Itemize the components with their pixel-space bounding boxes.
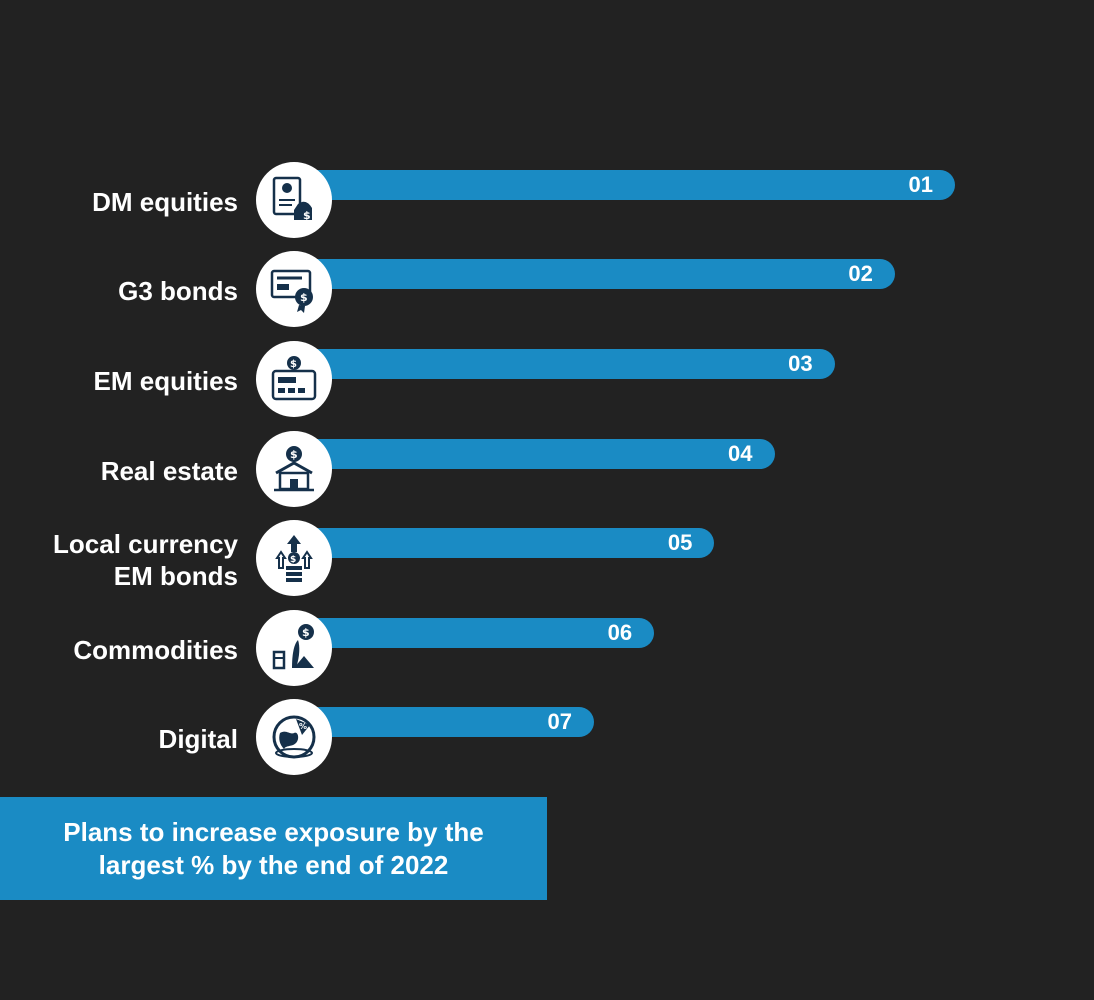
category-label: Digital <box>158 724 238 754</box>
category-label: DM equities <box>92 187 238 217</box>
rank-label: 02 <box>848 261 873 286</box>
bar-row: Real estate 04 $ <box>0 431 1094 511</box>
category-label: G3 bonds <box>118 276 238 306</box>
category-label: EM equities <box>93 366 238 396</box>
bar: 05 <box>300 528 715 558</box>
category-label: Commodities <box>73 635 238 665</box>
commodities-icon: $ <box>256 610 332 686</box>
bar: 07 <box>300 707 594 737</box>
rank-label: 07 <box>547 709 572 734</box>
svg-text:$: $ <box>290 448 298 461</box>
bar-row: DM equities 01 $ <box>0 162 1094 242</box>
bar-row: EM equities 03 $ <box>0 341 1094 421</box>
rank-label: 06 <box>607 620 633 645</box>
rank-label: 03 <box>788 351 813 376</box>
currency-growth-icon: $ <box>256 520 332 596</box>
equity-card-icon: $ <box>256 341 332 417</box>
bar-row: Commodities 06 $ <box>0 610 1094 690</box>
bar: 06 <box>300 618 655 648</box>
bar-row: Local currency EM bonds 05 $ <box>0 520 1094 600</box>
bar: 02 <box>300 259 895 289</box>
svg-text:$: $ <box>302 626 310 639</box>
rank-label: 05 <box>667 530 693 555</box>
bar: 03 <box>300 349 835 379</box>
category-label: Real estate <box>100 456 238 486</box>
svg-text:$: $ <box>290 555 296 565</box>
caption-box: Plans to increase exposure by the larges… <box>0 797 547 900</box>
bar-row: G3 bonds 02 $ <box>0 251 1094 331</box>
bar: 04 <box>300 439 775 469</box>
bar-row: Digital 07% <box>0 699 1094 779</box>
rank-label: 04 <box>728 441 753 466</box>
digital-globe-icon: % <box>256 699 332 775</box>
svg-text:$: $ <box>303 209 311 222</box>
svg-text:$: $ <box>290 359 297 370</box>
category-label: Local currency EM bonds <box>53 529 238 591</box>
svg-text:$: $ <box>300 291 308 304</box>
svg-text:%: % <box>299 722 307 731</box>
bond-certificate-icon: $ <box>256 251 332 327</box>
chart-caption: Plans to increase exposure by the larges… <box>63 816 484 880</box>
certificate-money-icon: $ <box>256 162 332 238</box>
real-estate-icon: $ <box>256 431 332 507</box>
bar: 01 <box>300 170 955 200</box>
rank-label: 01 <box>908 172 933 197</box>
